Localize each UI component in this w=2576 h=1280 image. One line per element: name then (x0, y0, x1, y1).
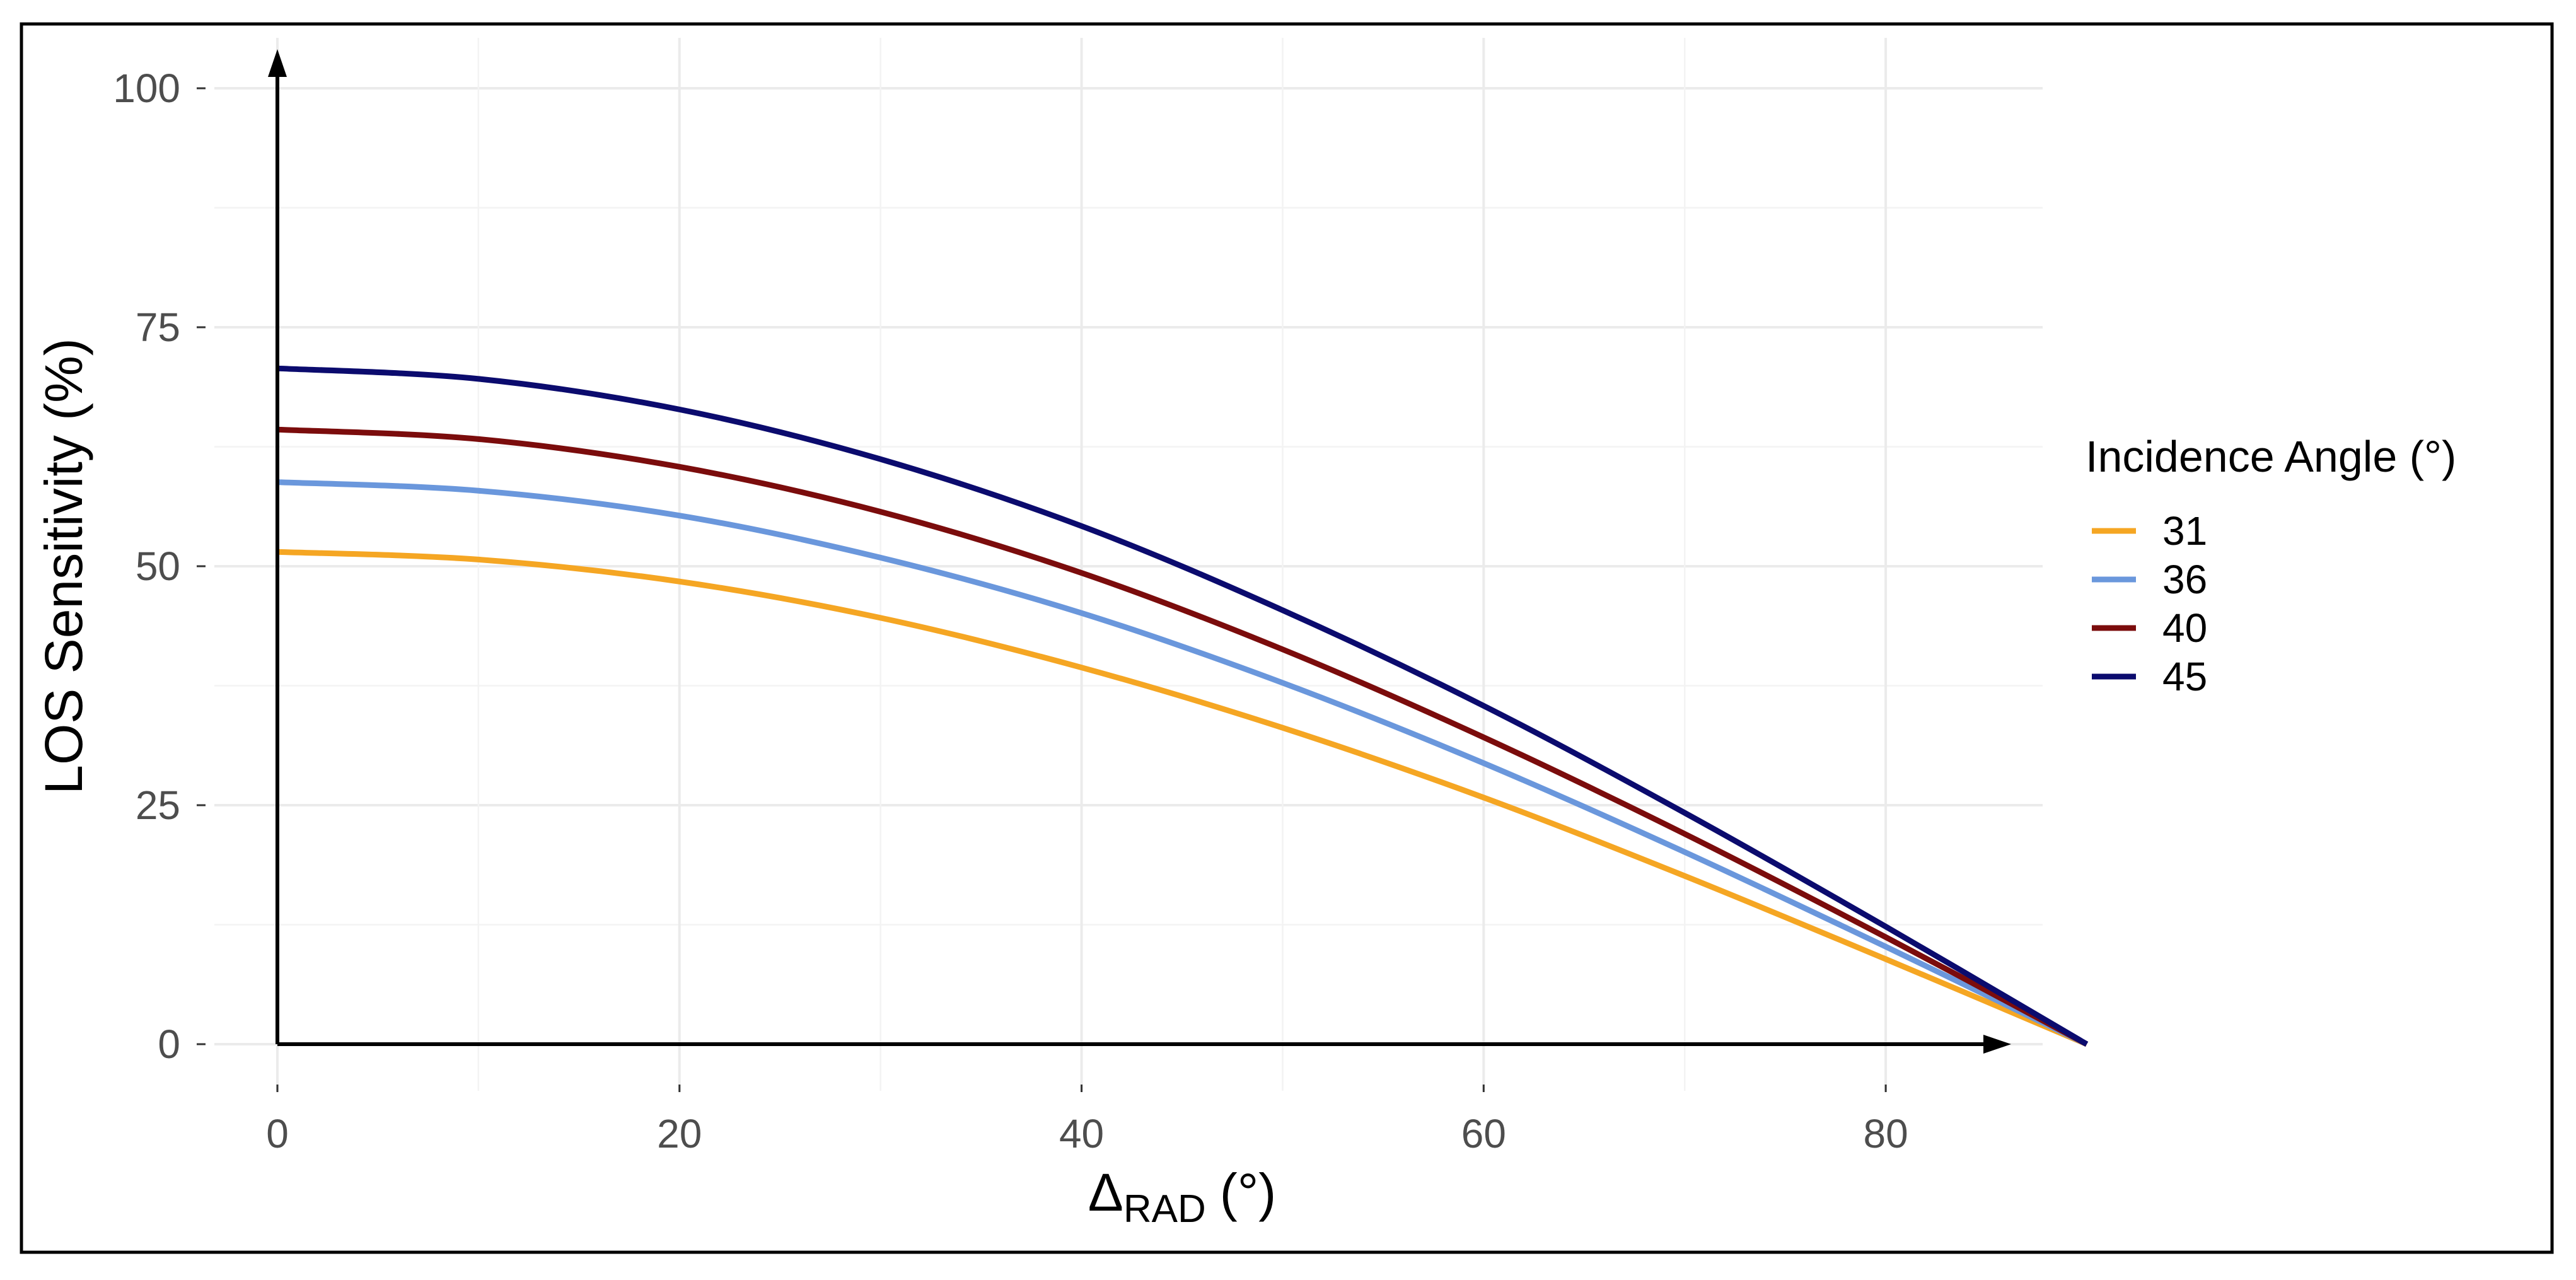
x-axis-arrowhead (1983, 1035, 2011, 1054)
y-axis-arrowhead (268, 49, 287, 77)
x-tick-label: 0 (266, 1111, 289, 1156)
series-line-40 (277, 426, 2089, 1047)
legend-label-36: 36 (2162, 557, 2207, 602)
axes (268, 49, 2011, 1054)
x-axis-title-unit: (°) (1220, 1163, 1277, 1222)
figure-border (20, 22, 2554, 1254)
series-line-31 (277, 549, 2088, 1047)
y-tick-label: 100 (113, 66, 180, 111)
series-line-45 (277, 365, 2089, 1047)
y-tick-label: 75 (136, 305, 180, 350)
y-tick-label: 0 (158, 1021, 180, 1067)
x-tick-label: 40 (1059, 1111, 1104, 1156)
x-axis-title-subscript: RAD (1123, 1187, 1206, 1231)
x-axis-ticks: 0 20 40 60 80 (266, 1085, 1908, 1156)
y-tick-label: 50 (136, 544, 180, 589)
legend-title: Incidence Angle (°) (2086, 432, 2456, 481)
series-line-36 (277, 479, 2088, 1047)
x-tick-label: 80 (1864, 1111, 1908, 1156)
x-tick-label: 20 (657, 1111, 702, 1156)
y-axis-title: LOS Sensitivity (%) (34, 338, 93, 794)
legend-label-45: 45 (2162, 654, 2207, 699)
x-axis-title-symbol: Δ (1088, 1163, 1123, 1222)
y-axis-ticks: 0 25 50 75 100 (113, 66, 206, 1067)
x-axis-title: ΔRAD (°) (1088, 1163, 1277, 1231)
series-lines (277, 365, 2089, 1047)
x-tick-label: 60 (1461, 1111, 1506, 1156)
legend-label-31: 31 (2162, 508, 2207, 554)
y-tick-label: 25 (136, 783, 180, 828)
legend-label-40: 40 (2162, 605, 2207, 651)
